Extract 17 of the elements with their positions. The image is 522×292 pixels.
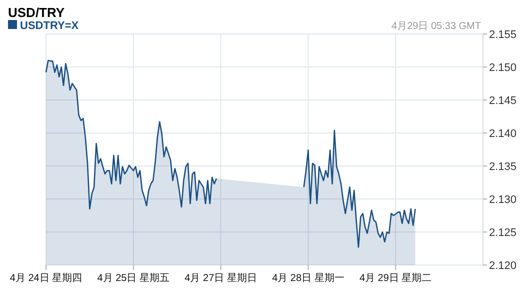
xtick: 4月 24日 星期四 (10, 273, 82, 284)
title: USD/TRY (8, 5, 65, 20)
ytick: 2.130 (489, 194, 517, 206)
ytick: 2.135 (489, 161, 517, 173)
ytick: 2.125 (489, 227, 517, 239)
legend: USDTRY=X (8, 20, 79, 32)
ytick: 2.150 (489, 62, 517, 74)
xtick: 4月 25日 星期五 (97, 273, 170, 284)
ytick: 2.140 (489, 128, 517, 140)
xtick: 4月 28日 星期一 (272, 273, 344, 284)
xtick: 4月 29日 星期二 (359, 273, 432, 284)
legend-label: USDTRY=X (20, 20, 80, 32)
ytick: 2.155 (489, 29, 517, 41)
ytick: 2.145 (489, 95, 517, 107)
xtick: 4月 27日 星期日 (184, 273, 257, 284)
ytick: 2.120 (489, 260, 517, 272)
annotation: 4月29日 05:33 GMT (392, 21, 481, 32)
